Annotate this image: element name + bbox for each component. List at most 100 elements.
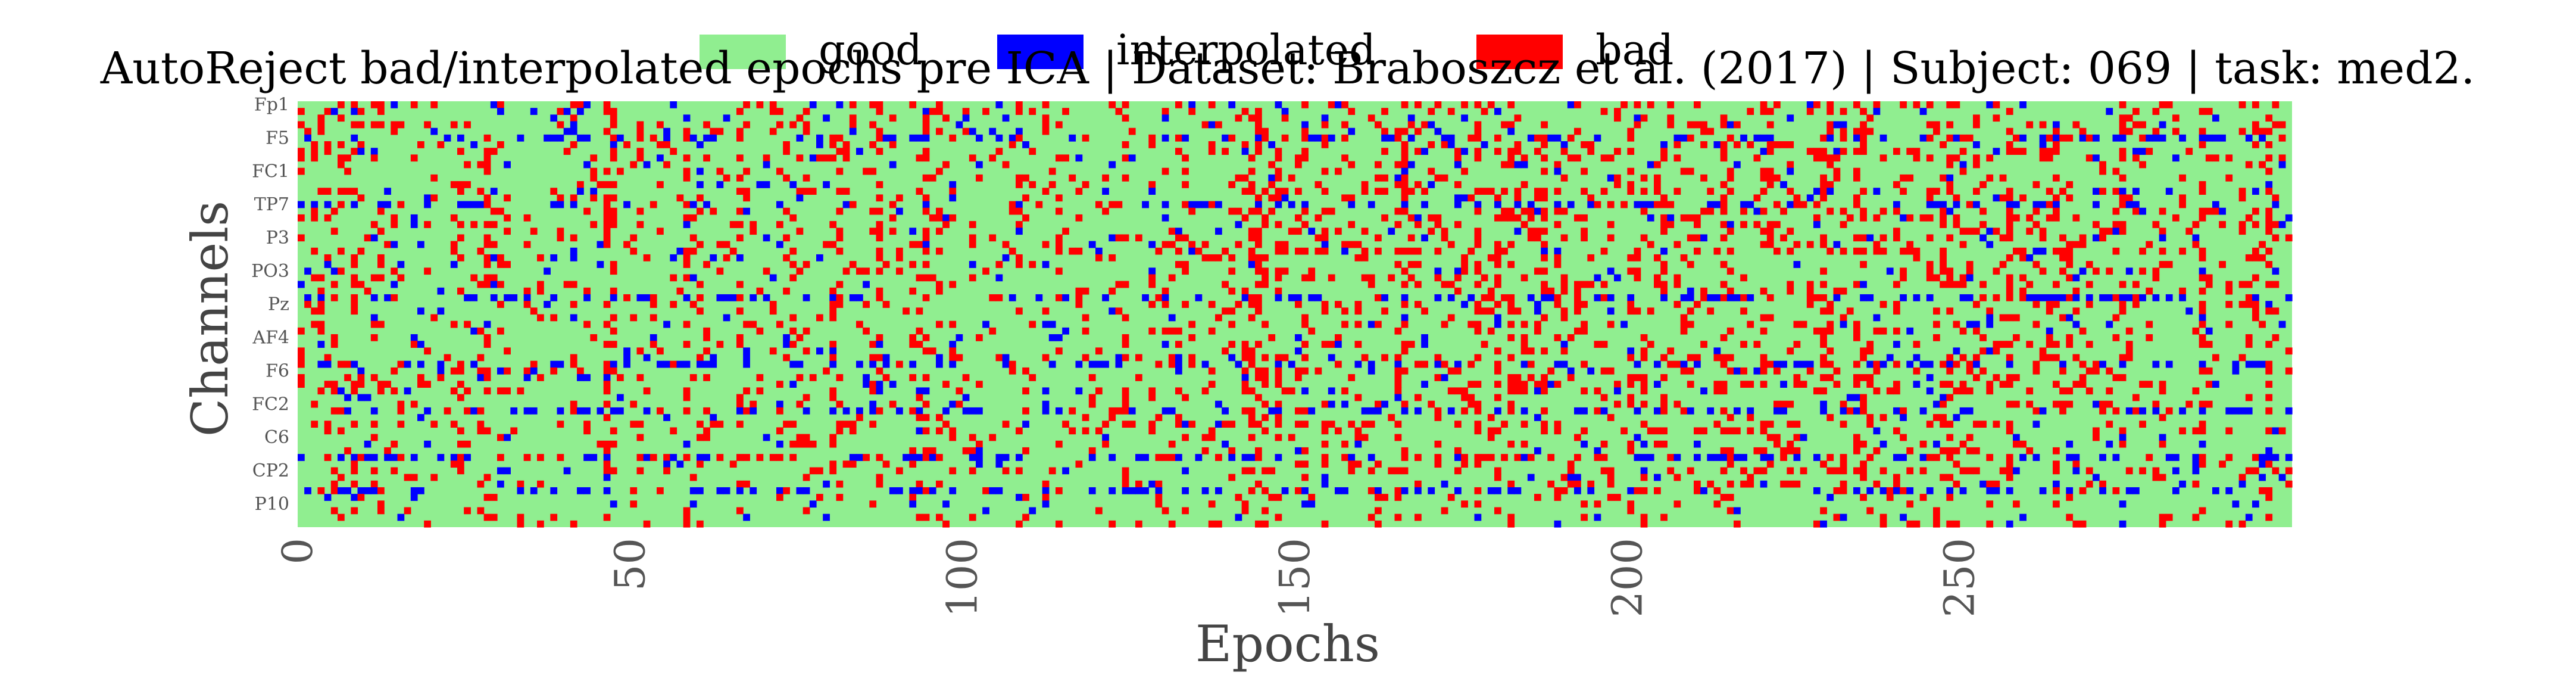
heatmap-cell-bad	[1726, 188, 1734, 195]
heatmap-cell-bad	[1341, 454, 1348, 461]
heatmap-cell-bad	[636, 454, 644, 461]
heatmap-cell-bad	[1415, 221, 1422, 228]
heatmap-cell-interpolated	[856, 360, 863, 368]
heatmap-cell-interpolated	[1195, 201, 1203, 208]
heatmap-cell-bad	[1747, 427, 1754, 435]
heatmap-cell-bad	[430, 421, 438, 428]
heatmap-cell-bad	[1075, 188, 1083, 195]
heatmap-cell-bad	[1953, 214, 1960, 222]
heatmap-cell-bad	[789, 454, 797, 461]
heatmap-cell-bad	[2046, 334, 2053, 341]
heatmap-cell-bad	[1268, 494, 1276, 501]
heatmap-cell-bad	[1866, 507, 1874, 515]
heatmap-cell-interpolated	[1713, 294, 1721, 301]
heatmap-cell-bad	[1248, 254, 1256, 261]
heatmap-cell-interpolated	[1215, 201, 1222, 208]
heatmap-cell-interpolated	[1554, 201, 1562, 208]
heatmap-cell-bad	[2172, 214, 2180, 222]
heatmap-cell-bad	[909, 374, 917, 381]
heatmap-cell-bad	[2053, 148, 2060, 155]
heatmap-cell-bad	[1082, 327, 1089, 335]
heatmap-cell-interpolated	[1407, 114, 1415, 122]
heatmap-cell-bad	[1122, 154, 1129, 162]
heatmap-cell-bad	[338, 154, 345, 162]
heatmap-cell-bad	[610, 214, 617, 222]
heatmap-cell-interpolated	[2278, 221, 2286, 228]
heatmap-cell-interpolated	[351, 360, 358, 368]
heatmap-cell-interpolated	[2225, 407, 2233, 415]
heatmap-cell-bad	[1833, 367, 1841, 375]
heatmap-cell-bad	[1826, 467, 1834, 475]
heatmap-cell-bad	[1946, 234, 1954, 242]
heatmap-cell-bad	[670, 301, 677, 308]
heatmap-cell-interpolated	[370, 148, 378, 155]
heatmap-cell-bad	[338, 427, 345, 435]
heatmap-cell-bad	[1335, 228, 1342, 235]
heatmap-cell-bad	[1541, 214, 1548, 222]
heatmap-cell-bad	[836, 480, 844, 488]
heatmap-cell-interpolated	[1175, 454, 1182, 461]
heatmap-cell-bad	[1720, 387, 1728, 395]
heatmap-cell-bad	[1248, 294, 1256, 301]
heatmap-cell-bad	[370, 467, 378, 475]
heatmap-cell-bad	[650, 314, 657, 322]
heatmap-cell-bad	[1999, 194, 2007, 202]
heatmap-cell-bad	[1008, 360, 1016, 368]
heatmap-cell-bad	[1833, 287, 1841, 295]
heatmap-cell-bad	[1520, 181, 1528, 188]
heatmap-cell-bad	[1627, 167, 1635, 175]
heatmap-cell-interpolated	[789, 360, 797, 368]
heatmap-cell-bad	[1042, 241, 1050, 248]
heatmap-cell-interpolated	[338, 454, 345, 461]
heatmap-cell-bad	[1640, 387, 1648, 395]
heatmap-cell-bad	[1673, 188, 1681, 195]
heatmap-cell-bad	[324, 381, 332, 388]
heatmap-cell-bad	[650, 301, 657, 308]
heatmap-cell-bad	[477, 427, 485, 435]
heatmap-cell-interpolated	[2112, 134, 2120, 142]
heatmap-cell-interpolated	[470, 327, 478, 335]
heatmap-cell-interpolated	[942, 500, 950, 508]
heatmap-cell-interpolated	[1454, 487, 1462, 494]
heatmap-cell-bad	[1474, 267, 1482, 275]
heatmap-cell-bad	[1906, 241, 1914, 248]
heatmap-cell-bad	[338, 201, 345, 208]
heatmap-cell-bad	[2132, 294, 2140, 301]
heatmap-cell-bad	[1354, 460, 1362, 468]
heatmap-cell-bad	[1222, 421, 1229, 428]
heatmap-cell-bad	[1148, 421, 1156, 428]
heatmap-cell-bad	[982, 267, 989, 275]
heatmap-cell-bad	[1627, 254, 1635, 261]
heatmap-cell-interpolated	[1933, 440, 1940, 448]
heatmap-cell-bad	[1694, 247, 1701, 255]
heatmap-cell-bad	[729, 460, 737, 468]
heatmap-cell-bad	[1627, 354, 1635, 362]
heatmap-cell-bad	[1594, 201, 1601, 208]
heatmap-cell-interpolated	[1407, 161, 1415, 169]
heatmap-cell-bad	[1660, 407, 1668, 415]
heatmap-cell-interpolated	[1840, 121, 1847, 129]
heatmap-cell-bad	[304, 127, 311, 135]
heatmap-cell-bad	[1441, 174, 1448, 182]
heatmap-cell-bad	[1933, 127, 1940, 135]
heatmap-cell-bad	[1766, 228, 1774, 235]
heatmap-cell-bad	[2006, 214, 2013, 222]
heatmap-cell-interpolated	[450, 454, 458, 461]
heatmap-cell-bad	[776, 320, 783, 328]
heatmap-cell-bad	[756, 454, 764, 461]
heatmap-cell-bad	[1726, 267, 1734, 275]
heatmap-cell-bad	[1734, 520, 1741, 528]
heatmap-cell-bad	[1474, 381, 1482, 388]
heatmap-cell-bad	[1587, 480, 1595, 488]
heatmap-cell-bad	[1574, 454, 1581, 461]
heatmap-cell-interpolated	[603, 474, 611, 481]
heatmap-cell-bad	[2066, 181, 2074, 188]
heatmap-cell-bad	[1301, 421, 1309, 428]
heatmap-cell-bad	[2159, 414, 2166, 421]
heatmap-cell-bad	[1966, 134, 1974, 142]
heatmap-cell-bad	[1846, 214, 1854, 222]
heatmap-cell-bad	[2199, 287, 2206, 295]
heatmap-cell-bad	[2026, 228, 2034, 235]
heatmap-cell-bad	[1255, 114, 1262, 122]
heatmap-cell-interpolated	[1215, 421, 1222, 428]
